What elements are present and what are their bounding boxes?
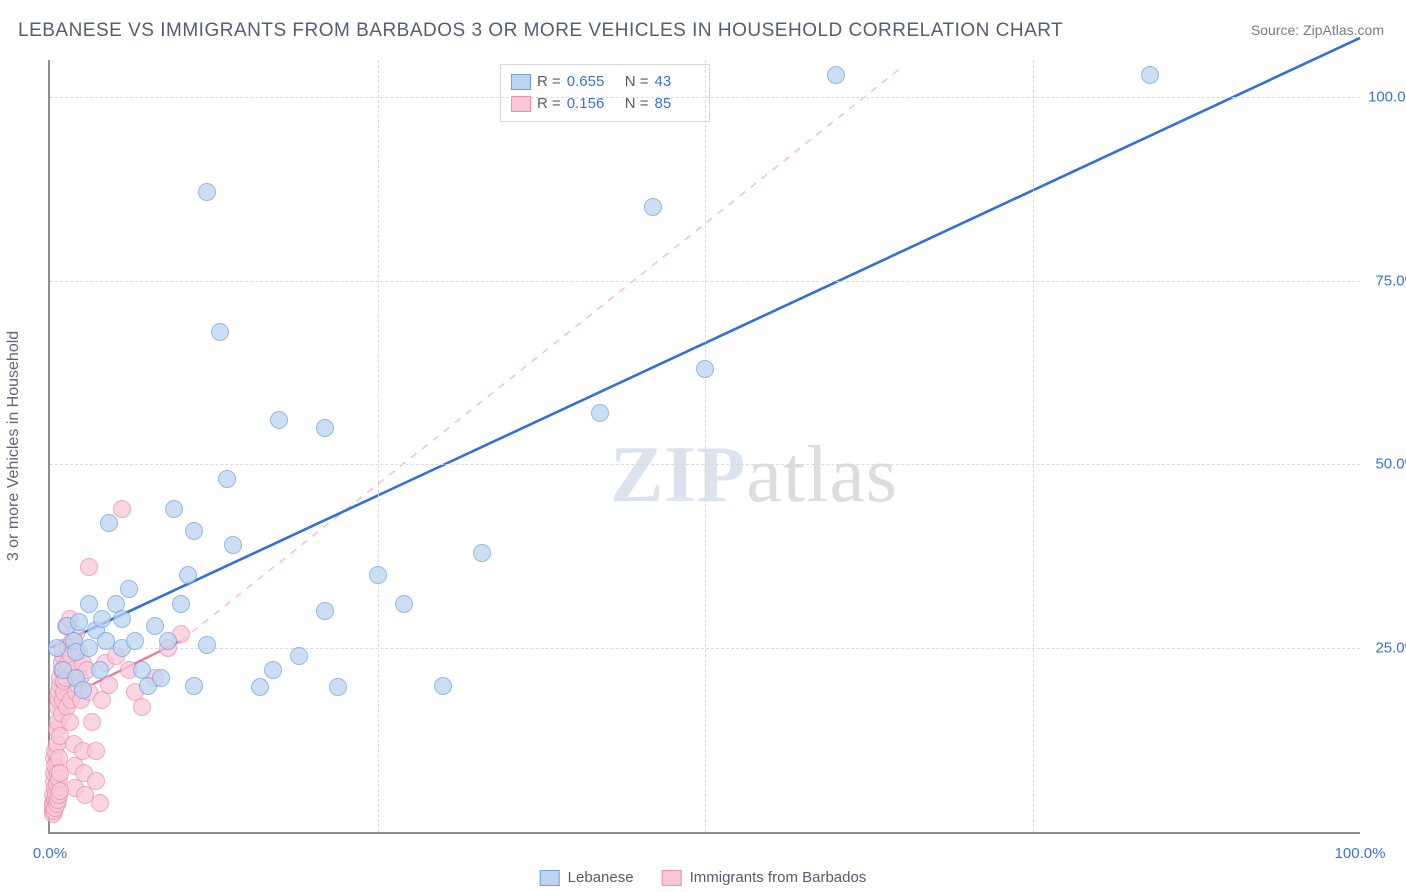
scatter-point-s1 — [159, 632, 177, 650]
scatter-point-s1 — [48, 639, 66, 657]
scatter-point-s2 — [91, 794, 109, 812]
scatter-point-s1 — [369, 566, 387, 584]
legend-n-value: 43 — [655, 71, 699, 93]
legend-n-label: N = — [625, 71, 649, 93]
scatter-point-s2 — [80, 558, 98, 576]
scatter-point-s1 — [146, 617, 164, 635]
scatter-point-s1 — [152, 669, 170, 687]
scatter-point-s2 — [51, 782, 69, 800]
legend-series: Lebanese Immigrants from Barbados — [540, 869, 867, 886]
legend-series-label: Lebanese — [568, 869, 634, 886]
legend-stats-row: R = 0.655 N = 43 — [511, 71, 699, 93]
scatter-point-s1 — [316, 419, 334, 437]
scatter-point-s1 — [395, 595, 413, 613]
scatter-point-s1 — [126, 632, 144, 650]
scatter-point-s1 — [80, 639, 98, 657]
scatter-point-s1 — [198, 183, 216, 201]
x-tick-label: 0.0% — [33, 845, 67, 862]
scatter-point-s1 — [827, 66, 845, 84]
scatter-point-s1 — [185, 677, 203, 695]
scatter-point-s2 — [83, 713, 101, 731]
scatter-point-s2 — [133, 698, 151, 716]
legend-series-label: Immigrants from Barbados — [690, 869, 867, 886]
scatter-point-s1 — [179, 566, 197, 584]
scatter-point-s2 — [87, 742, 105, 760]
scatter-point-s1 — [591, 404, 609, 422]
scatter-point-s1 — [316, 602, 334, 620]
scatter-point-s1 — [74, 681, 92, 699]
gridline-v — [378, 60, 379, 832]
legend-r-value: 0.655 — [567, 71, 611, 93]
legend-swatch — [511, 96, 531, 112]
legend-series-item: Immigrants from Barbados — [662, 869, 867, 886]
y-axis-label: 3 or more Vehicles in Household — [5, 331, 23, 561]
plot-area: ZIPatlas R =0.655N =43R =0.156N =85 25.0… — [48, 60, 1360, 834]
scatter-point-s1 — [1141, 66, 1159, 84]
legend-swatch — [540, 870, 560, 886]
scatter-point-s1 — [251, 678, 269, 696]
legend-r-label: R = — [537, 71, 561, 93]
scatter-point-s1 — [70, 613, 88, 631]
scatter-point-s1 — [270, 411, 288, 429]
gridline-v — [1033, 60, 1034, 832]
scatter-point-s1 — [696, 360, 714, 378]
y-tick-label: 50.0% — [1368, 456, 1406, 473]
scatter-point-s1 — [80, 595, 98, 613]
scatter-point-s2 — [51, 764, 69, 782]
y-tick-label: 100.0% — [1368, 88, 1406, 105]
scatter-point-s2 — [61, 713, 79, 731]
watermark: ZIPatlas — [610, 430, 898, 521]
chart-title: LEBANESE VS IMMIGRANTS FROM BARBADOS 3 O… — [18, 20, 1063, 42]
scatter-point-s1 — [644, 198, 662, 216]
gridline-v — [705, 60, 706, 832]
scatter-point-s1 — [93, 610, 111, 628]
scatter-point-s1 — [198, 636, 216, 654]
scatter-point-s1 — [120, 580, 138, 598]
watermark-atlas: atlas — [746, 431, 898, 519]
y-tick-label: 75.0% — [1368, 272, 1406, 289]
scatter-point-s1 — [434, 677, 452, 695]
scatter-point-s1 — [329, 678, 347, 696]
scatter-point-s2 — [87, 772, 105, 790]
y-tick-label: 25.0% — [1368, 640, 1406, 657]
scatter-point-s1 — [264, 661, 282, 679]
watermark-zip: ZIP — [610, 431, 746, 519]
scatter-point-s2 — [113, 500, 131, 518]
source-attribution: Source: ZipAtlas.com — [1251, 22, 1384, 38]
scatter-point-s1 — [100, 514, 118, 532]
scatter-point-s1 — [172, 595, 190, 613]
scatter-point-s1 — [185, 522, 203, 540]
scatter-point-s1 — [91, 661, 109, 679]
legend-swatch — [511, 74, 531, 90]
legend-swatch — [662, 870, 682, 886]
scatter-point-s1 — [290, 647, 308, 665]
legend-series-item: Lebanese — [540, 869, 634, 886]
scatter-point-s1 — [165, 500, 183, 518]
scatter-point-s1 — [218, 470, 236, 488]
legend-stats: R =0.655N =43R =0.156N =85 — [500, 64, 710, 122]
scatter-point-s1 — [473, 544, 491, 562]
scatter-point-s1 — [211, 323, 229, 341]
x-tick-label: 100.0% — [1335, 845, 1386, 862]
scatter-point-s1 — [224, 536, 242, 554]
scatter-point-s1 — [113, 610, 131, 628]
